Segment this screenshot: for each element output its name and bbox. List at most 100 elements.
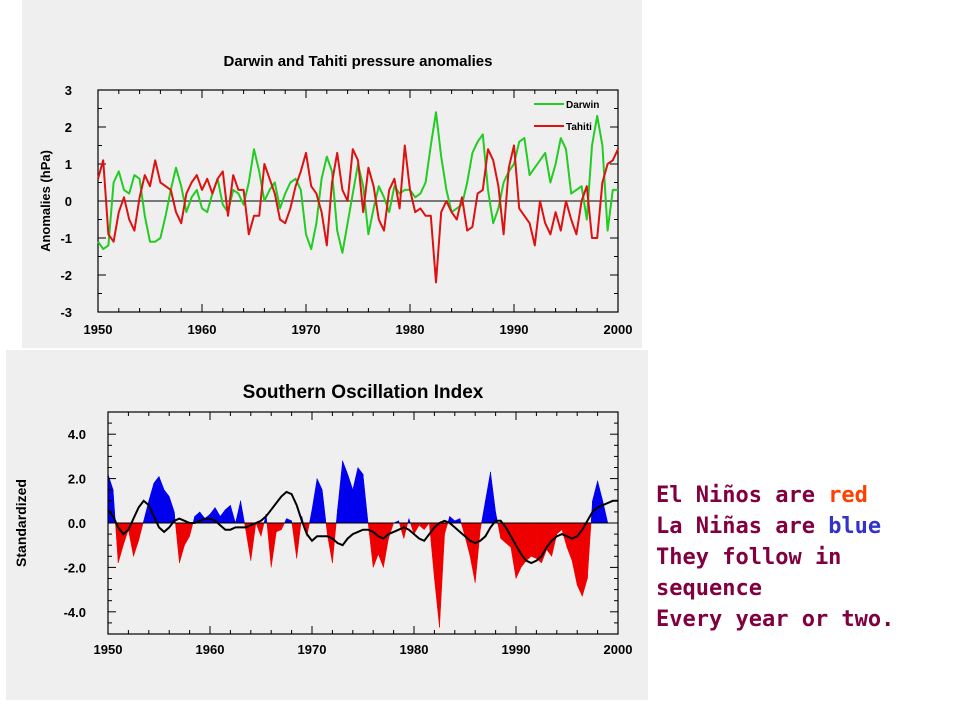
la-nina-area <box>342 460 348 524</box>
el-nino-area <box>189 522 194 537</box>
el-nino-area <box>531 522 537 559</box>
la-nina-area <box>449 515 456 524</box>
el-nino-area <box>372 522 379 568</box>
el-nino-area <box>175 522 180 563</box>
el-nino-area <box>582 522 588 597</box>
soi-chart: Southern Oscillation Index 1950 1960 1970 19… <box>13 382 633 657</box>
legend-label-tahiti: Tahiti <box>566 122 592 133</box>
la-nina-area <box>357 466 364 524</box>
x-tick-label: 1980 <box>400 642 429 657</box>
caption-line-la-nina: La Niñas are blue <box>656 511 956 542</box>
caption-line-4: sequence <box>656 576 762 601</box>
la-nina-area <box>235 500 241 524</box>
el-nino-area <box>566 522 573 561</box>
el-nino-area <box>480 522 482 530</box>
y-tick-label: -3 <box>60 305 72 320</box>
y-axis-label: Standardized <box>13 479 29 567</box>
el-nino-area <box>383 522 389 568</box>
y-tick-label: 3 <box>65 83 72 98</box>
el-nino-area <box>403 522 409 539</box>
el-nino-area <box>388 522 394 539</box>
la-nina-area <box>309 509 313 524</box>
la-nina-area <box>347 474 354 524</box>
la-nina-area <box>490 471 496 524</box>
y-tick-label: 1 <box>65 157 72 172</box>
la-nina-area <box>592 480 598 524</box>
el-nino-area <box>510 522 517 579</box>
la-nina-area <box>158 476 165 524</box>
el-nino-area <box>541 522 547 564</box>
x-tick-label: 1950 <box>84 322 113 337</box>
x-tick-label: 1950 <box>94 642 123 657</box>
chart-title: Southern Oscillation Index <box>243 382 484 403</box>
caption-text: El Niños are red La Niñas are blue They … <box>656 480 956 635</box>
el-nino-area <box>474 522 481 583</box>
caption-red-word: red <box>828 483 868 508</box>
la-nina-area <box>481 500 486 524</box>
el-nino-area <box>266 522 272 568</box>
la-nina-area <box>321 489 327 524</box>
la-nina-area <box>168 496 175 524</box>
el-nino-area <box>281 522 285 530</box>
el-nino-area <box>413 522 420 536</box>
la-nina-area <box>284 518 287 524</box>
el-nino-area <box>378 522 384 568</box>
caption-line-el-nino: El Niños are red <box>656 480 956 511</box>
y-tick-label: -2.0 <box>64 560 86 575</box>
darwin-tahiti-chart-panel: Darwin and Tahiti pressure anomalies 1950… <box>22 0 642 348</box>
x-tick-label: 1990 <box>502 642 531 657</box>
la-nina-area <box>408 518 411 524</box>
el-nino-area <box>179 522 185 564</box>
el-nino-area <box>399 522 405 539</box>
el-nino-area <box>245 522 252 561</box>
la-nina-area <box>163 488 170 524</box>
la-nina-area <box>316 478 323 524</box>
el-nino-area <box>434 522 440 628</box>
el-nino-area <box>260 522 265 537</box>
la-nina-area <box>240 500 245 524</box>
x-tick-label: 2000 <box>604 322 633 337</box>
smoothed-soi-line <box>107 490 618 565</box>
y-tick-label: -1 <box>60 231 72 246</box>
x-tick-label: 1990 <box>500 322 529 337</box>
la-nina-area <box>230 505 236 524</box>
la-nina-area <box>362 474 369 524</box>
y-tick-label: 0.0 <box>68 516 86 531</box>
el-nino-area <box>444 522 449 535</box>
el-nino-area <box>270 522 277 568</box>
x-tick-label: 1980 <box>396 322 425 337</box>
caption-line-3: They follow in <box>656 545 842 570</box>
la-nina-area <box>337 460 343 524</box>
caption-la-nina-prefix: La Niñas are <box>656 514 829 539</box>
el-nino-area <box>418 522 425 531</box>
la-nina-area <box>286 518 292 524</box>
x-tick-label: 2000 <box>604 642 633 657</box>
el-nino-area <box>469 522 476 583</box>
legend-label-darwin: Darwin <box>566 100 599 111</box>
el-nino-area <box>497 522 501 539</box>
la-nina-area <box>454 518 461 524</box>
y-axis-label: Anomalies (hPa) <box>38 150 53 252</box>
el-nino-area <box>138 522 144 541</box>
y-tick-label: -4.0 <box>64 605 86 620</box>
la-nina-area <box>219 508 226 524</box>
x-tick-label: 1970 <box>292 322 321 337</box>
el-nino-area <box>296 522 302 559</box>
el-nino-area <box>332 522 337 563</box>
el-nino-area <box>276 522 282 533</box>
la-nina-area <box>311 478 318 524</box>
y-tick-label: 4.0 <box>68 427 86 442</box>
series-line-tahiti <box>97 144 619 284</box>
el-nino-area <box>571 522 578 586</box>
y-tick-label: 2.0 <box>68 472 86 487</box>
el-nino-area <box>133 522 139 557</box>
y-tick-label: 0 <box>65 194 72 209</box>
soi-chart-panel: Southern Oscillation Index 1950 1960 1970 19… <box>6 350 648 700</box>
la-nina-area <box>485 471 491 524</box>
x-tick-label: 1960 <box>188 322 217 337</box>
el-nino-area <box>115 522 119 563</box>
el-nino-area <box>423 522 430 531</box>
el-nino-area <box>291 522 297 559</box>
el-nino-area <box>546 522 552 558</box>
el-nino-area <box>556 522 563 535</box>
